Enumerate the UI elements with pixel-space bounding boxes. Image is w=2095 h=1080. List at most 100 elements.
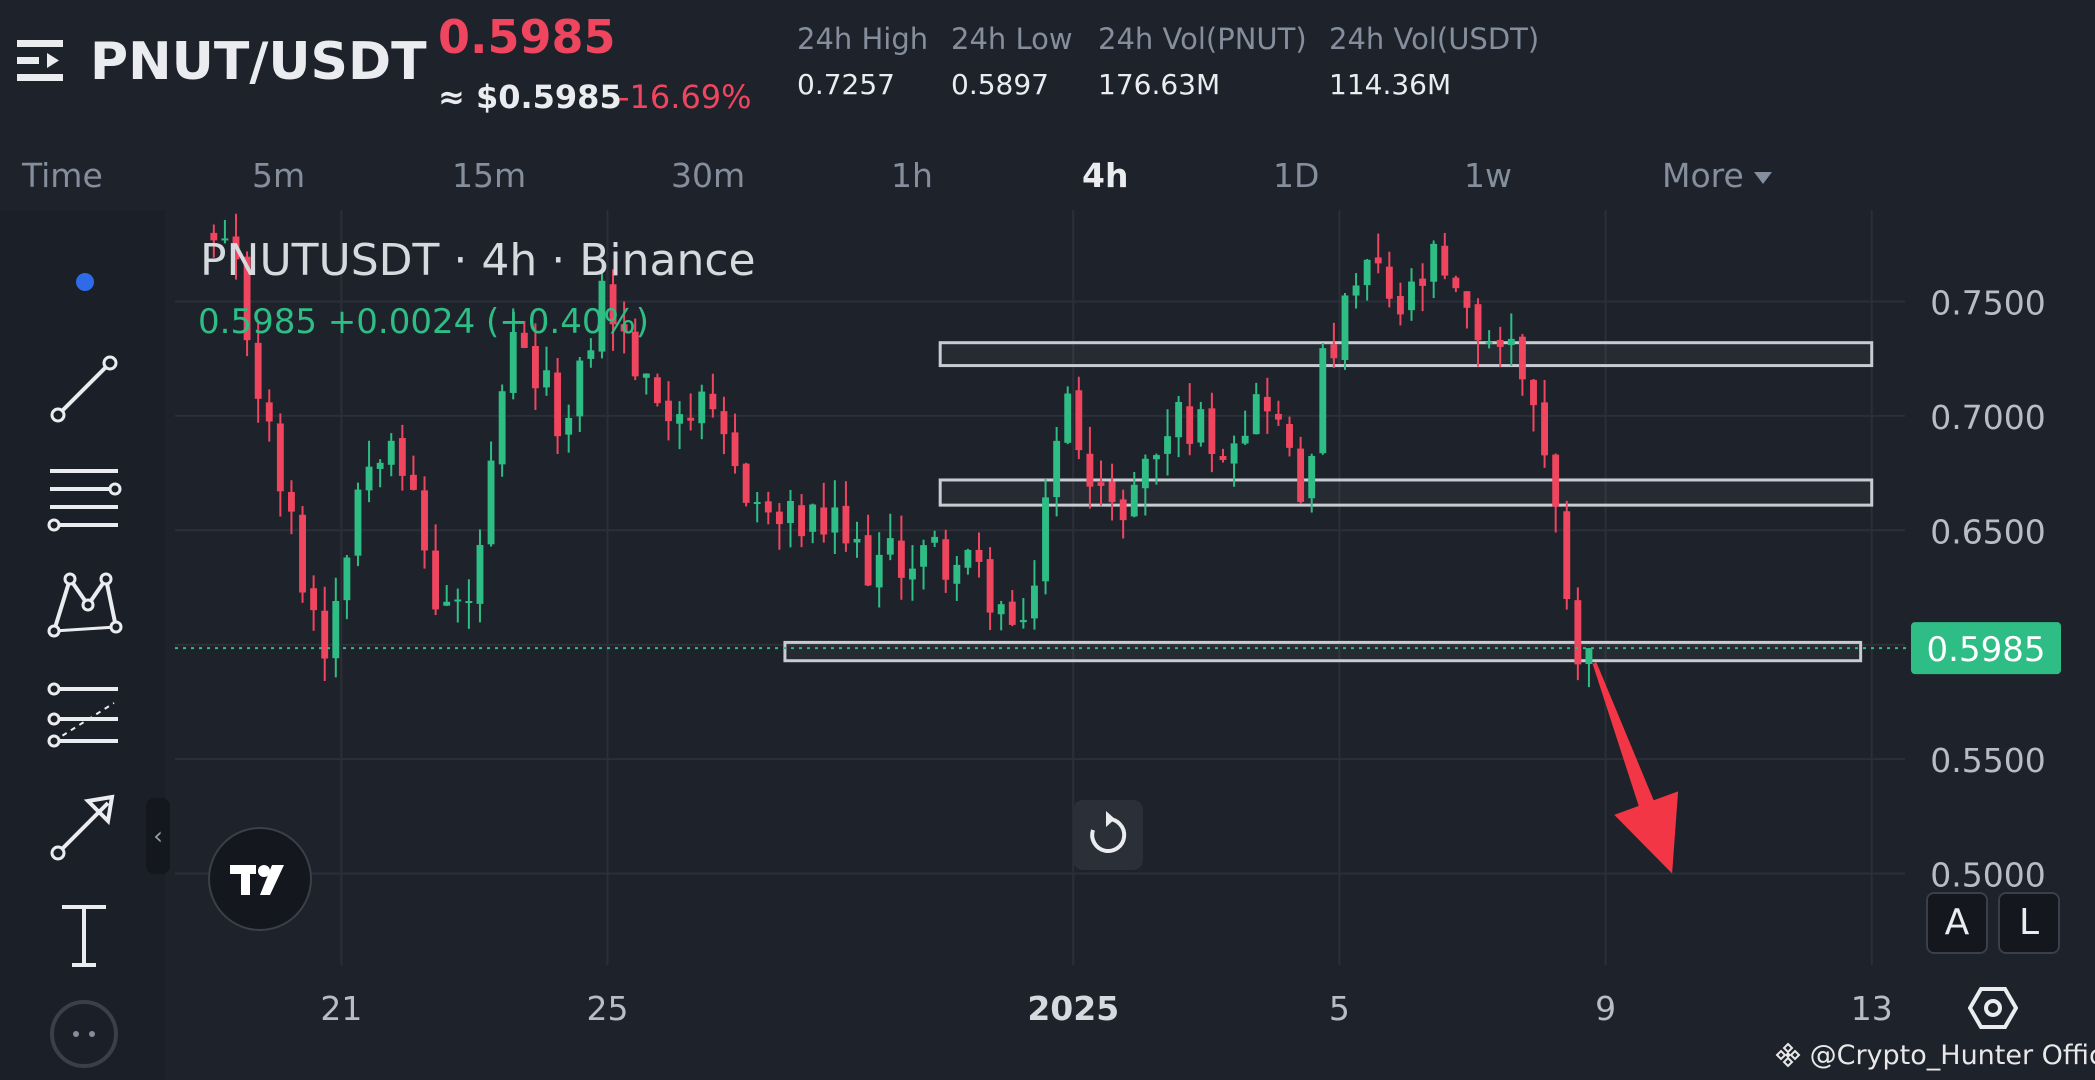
candle-body (709, 393, 717, 410)
stat-label: 24h High (797, 22, 929, 56)
candle-body (1308, 455, 1316, 499)
tab-1h[interactable]: 1h (891, 156, 933, 195)
time-axis[interactable]: 21 25 2025 5 9 13 (320, 989, 1892, 1028)
candle-body (321, 610, 329, 659)
candle-up (909, 545, 916, 601)
binance-logo-icon (1775, 1042, 1801, 1068)
candle-body (498, 391, 506, 465)
candle-up (1064, 386, 1072, 445)
candle-up (676, 401, 684, 450)
collapse-toolbar-button[interactable]: ‹ (146, 798, 170, 874)
candle-up (1241, 410, 1249, 445)
candle-body (798, 505, 806, 537)
price-axis[interactable]: 0.7500 0.7000 0.6500 0.5500 0.5000 (1930, 284, 2045, 895)
candle-body (831, 507, 839, 533)
candle-up (875, 532, 883, 608)
candle-body (465, 601, 473, 604)
candle-down (1186, 383, 1194, 456)
candle-up (598, 270, 606, 359)
pair-symbol[interactable]: PNUT/USDT (90, 32, 427, 92)
tab-more-label: More (1662, 156, 1744, 195)
time-tick-label: 2025 (1027, 989, 1119, 1028)
candle-up (1408, 268, 1415, 321)
candle-body (764, 501, 772, 513)
tab-1w[interactable]: 1w (1464, 156, 1512, 195)
candle-body (753, 502, 761, 505)
log-scale-button[interactable]: L (1998, 892, 2060, 954)
text-tool-icon[interactable] (40, 895, 130, 975)
fib-tool-icon[interactable] (40, 675, 130, 755)
candle-body (986, 559, 994, 613)
dot-marker-icon[interactable] (76, 273, 94, 291)
candle-up (1175, 395, 1183, 458)
candle-up (1485, 330, 1493, 349)
auto-scale-button[interactable]: A (1926, 892, 1988, 954)
candle-down (398, 424, 406, 491)
candle-body (1408, 281, 1415, 311)
candle-down (942, 529, 950, 593)
tab-5m[interactable]: 5m (252, 156, 306, 195)
tab-15m[interactable]: 15m (452, 156, 527, 195)
tab-time[interactable]: Time (22, 156, 103, 195)
tab-more[interactable]: More (1662, 156, 1772, 195)
candle-body (653, 377, 661, 404)
tradingview-logo[interactable] (208, 827, 312, 931)
candle-body (1274, 413, 1282, 420)
candle-up (387, 433, 395, 477)
candle-up (354, 482, 362, 567)
time-tick-label: 9 (1595, 989, 1616, 1028)
candle-down (1496, 326, 1504, 368)
usd-equivalent: ≈ $0.5985 (438, 78, 622, 116)
chart-grid (175, 210, 1905, 965)
candle-body (942, 539, 950, 580)
candle-body (1585, 648, 1593, 665)
zone-rectangle (938, 341, 1874, 368)
candle-up (498, 384, 506, 477)
trend-line-icon[interactable] (40, 345, 130, 425)
time-tick-label: 25 (587, 989, 629, 1028)
candle-up (465, 579, 473, 629)
menu-icon[interactable] (17, 38, 65, 84)
hexagon-settings-icon[interactable] (1968, 985, 2018, 1031)
stat-value: 0.5897 (951, 68, 1049, 101)
candle-body (809, 504, 817, 532)
change-percent: -16.69% (618, 78, 752, 116)
candle-up (1363, 258, 1371, 301)
candle-body (1452, 277, 1460, 289)
symbol-quote: 0.5985 +0.0024 (+0.40%) (198, 302, 650, 342)
tab-30m[interactable]: 30m (671, 156, 746, 195)
candle-up (1019, 598, 1027, 629)
candle-body (687, 417, 695, 421)
candle-up (787, 489, 794, 548)
candle-body (476, 544, 484, 604)
more-tools-icon[interactable] (40, 1000, 130, 1080)
tab-1d[interactable]: 1D (1273, 156, 1320, 195)
candle-body (1108, 481, 1116, 503)
candle-down (1552, 453, 1560, 533)
candle-down (1263, 377, 1271, 434)
ticker-header: PNUT/USDT 0.5985 ≈ $0.5985 -16.69% 24h H… (0, 0, 2095, 150)
candle-body (1286, 424, 1293, 448)
arrow-tool-icon[interactable] (40, 785, 130, 865)
candle-body (354, 489, 362, 556)
candle-body (1064, 393, 1072, 443)
candle-up (1430, 240, 1438, 299)
candle-down (764, 491, 772, 525)
candle-body (1563, 511, 1571, 600)
candle-body (1463, 291, 1471, 308)
candle-body (332, 600, 340, 659)
candle-down (1274, 400, 1282, 426)
stat-value: 176.63M (1098, 68, 1221, 101)
candle-body (1008, 601, 1016, 625)
candle-body (787, 500, 794, 524)
parallel-lines-icon[interactable] (40, 455, 130, 535)
pattern-icon[interactable] (40, 565, 130, 645)
tab-4h[interactable]: 4h (1082, 156, 1129, 195)
candle-down (1463, 290, 1471, 329)
reset-view-button[interactable] (1073, 800, 1143, 870)
candle-down (742, 462, 750, 507)
candle-down (1563, 500, 1571, 610)
candle-body (975, 549, 983, 562)
candle-up (642, 373, 650, 395)
